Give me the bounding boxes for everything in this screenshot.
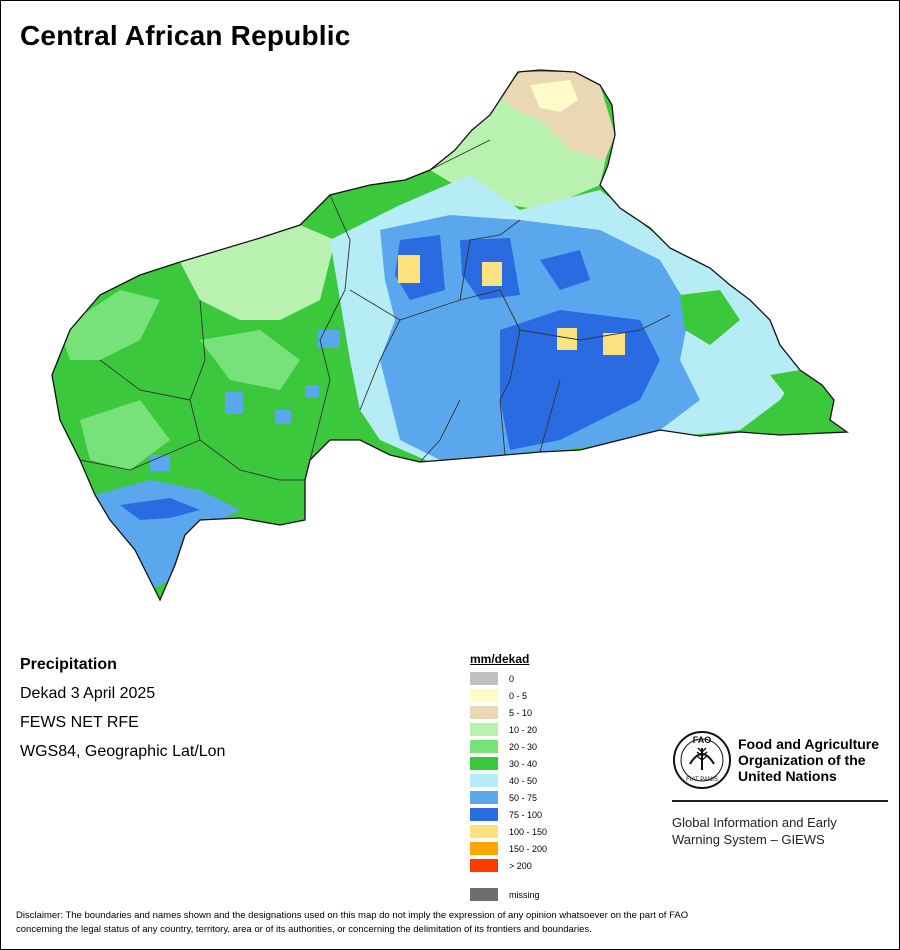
legend-title: mm/dekad (470, 652, 530, 666)
legend-row: 30 - 40 (470, 755, 547, 772)
info-period: Dekad 3 April 2025 (20, 685, 156, 702)
info-heading: Precipitation (20, 656, 117, 673)
fao-name-line1: Food and Agriculture (738, 736, 880, 752)
fao-name-line2: Organization of the (738, 752, 866, 768)
legend: mm/dekad 0 0 - 5 5 - 10 10 - 20 20 - 30 30 - … (470, 652, 547, 903)
fao-logo-icon: FAO FIAT PANIS (673, 731, 731, 789)
map-title: Central African Republic (20, 20, 351, 51)
legend-label: 0 - 5 (509, 690, 528, 701)
fao-name: Food and Agriculture Organization of the… (738, 736, 879, 784)
legend-label: 150 - 200 (509, 843, 548, 854)
legend-row: 20 - 30 (470, 738, 547, 755)
legend-row: 50 - 75 (470, 789, 547, 806)
legend-row: 0 (470, 670, 547, 687)
legend-row: 75 - 100 (470, 806, 547, 823)
legend-row: 0 - 5 (470, 687, 547, 704)
legend-swatch (470, 723, 498, 736)
info-projection: WGS84, Geographic Lat/Lon (20, 743, 226, 760)
legend-row: 5 - 10 (470, 704, 547, 721)
info-source: FEWS NET RFE (20, 714, 139, 731)
legend-label-missing: missing (509, 889, 540, 900)
legend-row: > 200 (470, 857, 547, 874)
legend-label: 75 - 100 (509, 809, 543, 820)
legend-swatch (470, 791, 498, 804)
legend-row: 10 - 20 (470, 721, 547, 738)
fao-logo-text-top: FAO (693, 735, 712, 745)
legend-swatch (470, 672, 498, 685)
giews-text: Global Information and Early Warning Sys… (672, 814, 888, 848)
legend-row-missing: missing (470, 886, 547, 903)
legend-label: 0 (509, 673, 515, 684)
legend-label: 50 - 75 (509, 792, 538, 803)
giews-line1: Global Information and Early (672, 815, 837, 830)
legend-swatch (470, 825, 498, 838)
legend-swatch (470, 859, 498, 872)
legend-swatch (470, 808, 498, 821)
legend-swatch (470, 706, 498, 719)
precipitation-map (51, 69, 849, 602)
fao-divider (672, 800, 888, 802)
fao-name-line3: United Nations (738, 768, 837, 784)
fao-logo-text-bottom: FIAT PANIS (686, 777, 718, 783)
legend-label: 10 - 20 (509, 724, 538, 735)
legend-label: 30 - 40 (509, 758, 538, 769)
legend-row: 150 - 200 (470, 840, 547, 857)
legend-label: 40 - 50 (509, 775, 538, 786)
disclaimer-line1: Disclaimer: The boundaries and names sho… (16, 910, 689, 921)
legend-label: 5 - 10 (509, 707, 533, 718)
legend-label: 20 - 30 (509, 741, 538, 752)
disclaimer: Disclaimer: The boundaries and names sho… (16, 909, 886, 937)
fao-branding: FAO FIAT PANIS Food and Agriculture Orga… (672, 730, 888, 848)
legend-label: > 200 (509, 860, 532, 871)
map-info: Precipitation Dekad 3 April 2025 FEWS NE… (20, 656, 225, 772)
legend-row: 40 - 50 (470, 772, 547, 789)
legend-swatch (470, 774, 498, 787)
admin-boundaries (79, 139, 671, 481)
legend-label: 100 - 150 (509, 826, 548, 837)
legend-swatch (470, 757, 498, 770)
legend-swatch (470, 740, 498, 753)
legend-swatch (470, 689, 498, 702)
legend-row: 100 - 150 (470, 823, 547, 840)
legend-classes: 0 0 - 5 5 - 10 10 - 20 20 - 30 30 - 40 40 - 50… (470, 670, 547, 874)
legend-swatch (470, 842, 498, 855)
giews-line2: Warning System – GIEWS (672, 832, 825, 847)
country-outline (51, 69, 849, 602)
legend-swatch-missing (470, 888, 498, 901)
disclaimer-line2: concerning the legal status of any count… (16, 924, 592, 935)
